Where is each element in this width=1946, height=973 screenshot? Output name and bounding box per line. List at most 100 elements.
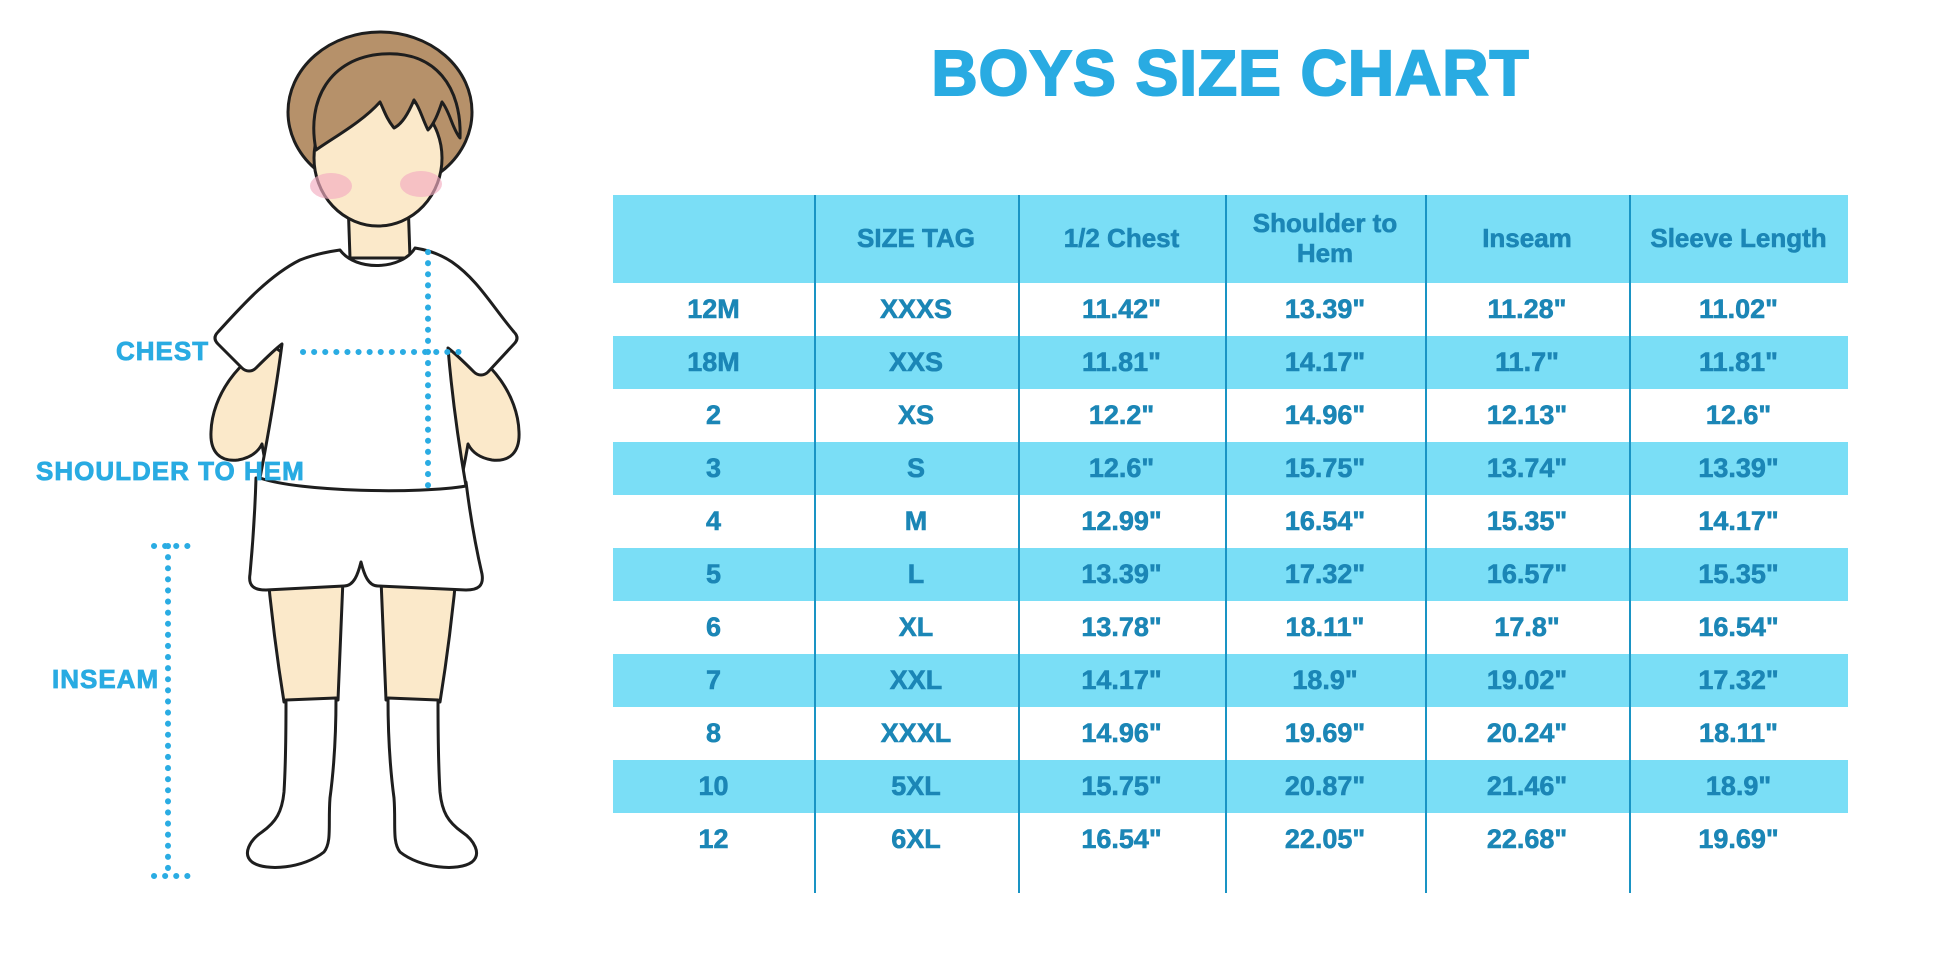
column-header: Inseam	[1482, 223, 1572, 254]
table-cell: 12.13"	[1486, 399, 1568, 431]
table-cell: 15.35"	[1698, 558, 1779, 590]
table-cell: 12.6"	[1705, 399, 1772, 431]
table-cell: 12M	[687, 293, 740, 325]
table-cell: 11.7"	[1495, 346, 1559, 378]
table-row: 5 L 13.39" 17.32" 16.57" 15.35"	[613, 548, 1848, 601]
table-cell: 13.78"	[1081, 611, 1162, 643]
table-cell: 11.42"	[1082, 293, 1161, 325]
table-cell: 18.9"	[1292, 664, 1358, 696]
table-cell: 6XL	[891, 823, 941, 855]
left-sock	[246, 696, 338, 869]
table-cell: 11.81"	[1699, 346, 1778, 378]
table-cell: 14.96"	[1284, 399, 1366, 431]
table-cell: 18.11"	[1285, 611, 1365, 643]
shorts	[248, 476, 484, 592]
table-cell: 18.11"	[1699, 717, 1778, 749]
boy-figure-illustration	[0, 0, 560, 973]
table-cell: 13.39"	[1284, 293, 1366, 325]
table-cell: 16.54"	[1081, 823, 1162, 855]
shoulder-to-hem-label: SHOULDER TO HEM	[36, 456, 305, 487]
table-cell: 8	[705, 717, 722, 749]
table-row: 3 S 12.6" 15.75" 13.74" 13.39"	[613, 442, 1848, 495]
table-cell: 15.75"	[1284, 452, 1366, 484]
table-cell: 11.28"	[1487, 293, 1567, 325]
table-row: 7 XXL 14.17" 18.9" 19.02" 17.32"	[613, 654, 1848, 707]
table-cell: 14.96"	[1081, 717, 1162, 749]
table-cell: 12.99"	[1081, 505, 1162, 537]
table-cell: XXL	[889, 664, 943, 696]
table-cell: 17.32"	[1284, 558, 1366, 590]
table-cell: 21.46"	[1486, 770, 1568, 802]
table-cell: 15.35"	[1486, 505, 1568, 537]
column-divider	[1425, 195, 1427, 893]
table-row: 8 XXXL 14.96" 19.69" 20.24" 18.11"	[613, 707, 1848, 760]
left-leg	[264, 553, 346, 704]
column-header: Sleeve Length	[1650, 223, 1827, 254]
table-cell: 16.54"	[1698, 611, 1779, 643]
column-header: Shoulder to Hem	[1252, 208, 1398, 268]
table-cell: 7	[705, 664, 722, 696]
table-cell: 22.68"	[1486, 823, 1568, 855]
page-title: BOYS SIZE CHART	[930, 36, 1530, 110]
table-cell: 2	[705, 399, 722, 431]
table-cell: 6	[705, 611, 722, 643]
chest-label: CHEST	[116, 336, 210, 367]
table-cell: 10	[698, 770, 729, 802]
table-cell: 19.69"	[1698, 823, 1779, 855]
size-table: SIZE TAG 1/2 Chest Shoulder to Hem Inseam Sl…	[613, 195, 1848, 895]
table-cell: XXXS	[879, 293, 953, 325]
boy-svg	[151, 30, 521, 879]
right-sock	[386, 696, 478, 869]
hair-fringe	[312, 52, 462, 152]
table-cell: S	[906, 452, 926, 484]
table-cell: 14.17"	[1284, 346, 1366, 378]
table-cell: L	[907, 558, 925, 590]
table-row: 18M XXS 11.81" 14.17" 11.7" 11.81"	[613, 336, 1848, 389]
right-blush	[400, 171, 442, 197]
column-divider	[1225, 195, 1227, 893]
column-divider	[814, 195, 816, 893]
table-cell: M	[904, 505, 928, 537]
column-header: 1/2 Chest	[1063, 223, 1180, 254]
table-cell: 16.57"	[1486, 558, 1568, 590]
column-header	[613, 195, 814, 283]
table-cell: 4	[705, 505, 722, 537]
table-cell: 15.75"	[1081, 770, 1162, 802]
table-cell: 19.02"	[1486, 664, 1568, 696]
table-row: 4 M 12.99" 16.54" 15.35" 14.17"	[613, 495, 1848, 548]
column-divider	[1629, 195, 1631, 893]
table-cell: 3	[705, 452, 722, 484]
table-cell: 11.02"	[1699, 293, 1778, 325]
table-cell: 13.74"	[1486, 452, 1568, 484]
table-cell: 18.9"	[1705, 770, 1772, 802]
table-cell: 20.24"	[1486, 717, 1568, 749]
table-cell: XS	[897, 399, 935, 431]
table-cell: 22.05"	[1284, 823, 1366, 855]
table-cell: 5XL	[891, 770, 941, 802]
table-cell: 13.39"	[1081, 558, 1162, 590]
table-row: 12 6XL 16.54" 22.05" 22.68" 19.69"	[613, 813, 1848, 866]
table-cell: XXS	[888, 346, 944, 378]
table-cell: 17.8"	[1494, 611, 1560, 643]
t-shirt	[213, 246, 519, 493]
table-row: 12M XXXS 11.42" 13.39" 11.28" 11.02"	[613, 283, 1848, 336]
table-cell: 12	[698, 823, 729, 855]
table-cell: XL	[898, 611, 934, 643]
column-header: SIZE TAG	[857, 223, 976, 254]
table-cell: 19.69"	[1284, 717, 1366, 749]
inseam-label: INSEAM	[52, 664, 160, 695]
table-row: 10 5XL 15.75" 20.87" 21.46" 18.9"	[613, 760, 1848, 813]
table-body: 12M XXXS 11.42" 13.39" 11.28" 11.02" 18M XXS 11.…	[613, 283, 1848, 866]
table-cell: 13.39"	[1698, 452, 1779, 484]
table-cell: 11.81"	[1082, 346, 1161, 378]
table-row: 2 XS 12.2" 14.96" 12.13" 12.6"	[613, 389, 1848, 442]
table-cell: 12.2"	[1088, 399, 1155, 431]
table-cell: 16.54"	[1284, 505, 1366, 537]
table-cell: 18M	[687, 346, 740, 378]
table-cell: 14.17"	[1081, 664, 1162, 696]
left-blush	[310, 173, 352, 199]
table-cell: 12.6"	[1088, 452, 1155, 484]
right-leg	[378, 553, 460, 704]
table-cell: 5	[705, 558, 722, 590]
